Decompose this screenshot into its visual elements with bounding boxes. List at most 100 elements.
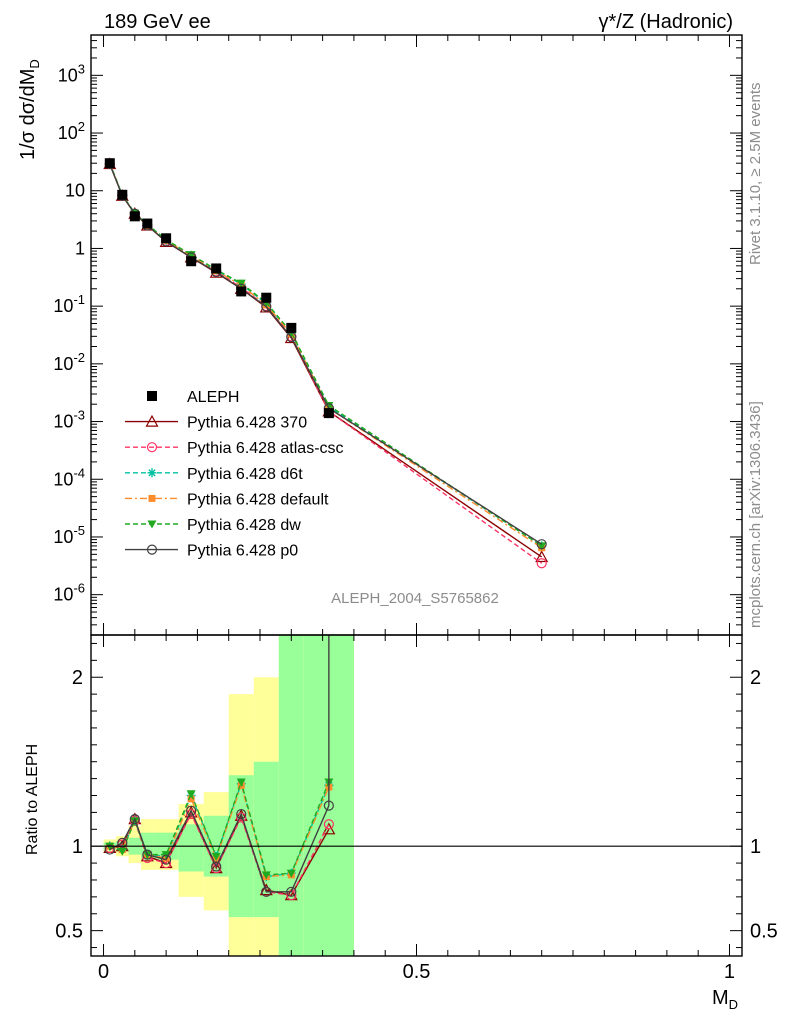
ratio-series-0-point-8 — [259, 883, 273, 896]
legend-entry-aleph: ALEPH — [147, 389, 239, 406]
main-series-line-5 — [109, 163, 543, 545]
legend-entry-1: Pythia 6.428 atlas-csc — [125, 440, 344, 457]
legend-marker-1 — [146, 442, 158, 453]
y-tick-label-main: 10-1 — [53, 292, 85, 316]
aleph-data-point-10 — [323, 408, 334, 419]
ratio-series-5-point-0 — [104, 844, 115, 855]
legend-entry-3: Pythia 6.428 default — [125, 491, 329, 508]
ratio-series-4-point-8 — [261, 871, 271, 880]
aleph-data-point-9 — [286, 322, 297, 333]
y-axis-label-main: 1/σ dσ/dMD — [17, 59, 42, 160]
aleph-data-point-2 — [129, 211, 140, 222]
ratio-series-4-point-2 — [130, 817, 140, 826]
y-tick-label-main: 10 — [65, 181, 85, 201]
ratio-series-4 — [105, 778, 334, 880]
legend-marker-4 — [147, 520, 157, 529]
ratio-series-5-point-8 — [261, 886, 272, 897]
ratio-panel-series — [91, 635, 742, 901]
legend-label-3: Pythia 6.428 default — [187, 491, 329, 508]
y-tick-label-main: 1 — [75, 238, 85, 258]
ratio-series-5-point-9 — [286, 886, 297, 897]
legend-entry-5: Pythia 6.428 p0 — [125, 543, 298, 560]
ratio-series-4-point-9 — [286, 869, 296, 878]
aleph-data — [104, 158, 334, 419]
ratio-series-5-point-5 — [186, 805, 197, 816]
legend-marker-0 — [145, 414, 159, 427]
legend-label-0: Pythia 6.428 370 — [187, 415, 307, 432]
main-series-1-point-11 — [536, 558, 547, 569]
aleph-data-point-3 — [142, 218, 153, 229]
aleph-data-point-7 — [236, 286, 247, 297]
uncertainty-band-inner-8 — [253, 761, 279, 918]
x-axis-label: MD — [712, 987, 738, 1012]
y-tick-label-ratio: 1 — [72, 836, 83, 858]
ratio-uncertainty-bands — [103, 635, 354, 956]
ratio-series-4-point-1 — [117, 847, 127, 856]
main-series-0-point-11 — [535, 550, 549, 563]
legend: ALEPH Pythia 6.428 370 Pythia 6.428 atlas-… — [125, 389, 344, 560]
ratio-series-5-point-7 — [236, 808, 247, 820]
legend-label-aleph: ALEPH — [187, 389, 239, 406]
legend-label-1: Pythia 6.428 atlas-csc — [187, 440, 344, 457]
process-label: γ*/Z (Hadronic) — [599, 11, 733, 33]
aleph-data-point-4 — [161, 233, 172, 244]
legend-entry-4: Pythia 6.428 dw — [125, 517, 301, 534]
aleph-data-point-1 — [117, 189, 128, 200]
legend-label-4: Pythia 6.428 dw — [187, 517, 301, 534]
y-tick-label-ratio: 2 — [72, 667, 83, 689]
y-tick-label-main: 10-3 — [53, 408, 85, 432]
y-tick-label-main: 10-2 — [53, 350, 85, 374]
y-axis-label-ratio: Ratio to ALEPH — [24, 744, 41, 855]
ratio-series-4-point-5 — [186, 790, 196, 799]
y-tick-label-ratio-right: 1 — [750, 836, 761, 858]
y-tick-label-main: 10-5 — [53, 523, 85, 547]
y-tick-label-ratio-right: 2 — [750, 667, 761, 689]
legend-label-5: Pythia 6.428 p0 — [187, 543, 298, 560]
ratio-series-line-1 — [109, 812, 330, 896]
main-series-5 — [104, 158, 547, 550]
y-tick-label-ratio-right: 0.5 — [750, 921, 778, 943]
main-series-4-point-11 — [537, 542, 547, 551]
legend-marker-2 — [147, 468, 157, 478]
legend-marker-3 — [148, 494, 156, 502]
ratio-series-line-5 — [109, 805, 330, 893]
legend-label-2: Pythia 6.428 d6t — [187, 466, 303, 483]
uncertainty-band-inner-9 — [278, 635, 304, 956]
ratio-series-5-point-4 — [161, 854, 172, 865]
y-tick-label-ratio: 0.5 — [55, 921, 83, 943]
main-series-line-3 — [109, 162, 543, 549]
y-tick-label-main: 103 — [58, 61, 85, 85]
ratio-series-5-point-1 — [117, 837, 128, 848]
x-tick-label: 1 — [724, 961, 735, 983]
ratio-series-5-point-3 — [142, 849, 153, 860]
ratio-series-5-point-6 — [211, 861, 222, 872]
ratio-series-3-point-5 — [187, 795, 195, 803]
legend-marker-5 — [146, 544, 158, 555]
main-series-line-4 — [109, 162, 543, 547]
main-series-line-2 — [109, 162, 543, 547]
aleph-data-point-0 — [104, 158, 115, 169]
main-series-5-point-11 — [536, 539, 547, 550]
legend-entry-2: Pythia 6.428 d6t — [125, 466, 303, 483]
analysis-label: ALEPH_2004_S5765862 — [331, 590, 499, 607]
ratio-series-line-4 — [109, 779, 330, 876]
ratio-series-0-point-7 — [234, 809, 248, 821]
y-tick-label-main: 10-4 — [53, 465, 85, 489]
ratio-series-5-point-2 — [129, 814, 140, 825]
legend-marker-aleph — [147, 391, 157, 401]
rivet-label: Rivet 3.1.10, ≥ 2.5M events — [747, 83, 764, 266]
legend-entry-0: Pythia 6.428 370 — [125, 415, 307, 432]
site-label: mcplots.cern.ch [arXiv:1306.3436] — [747, 401, 764, 628]
y-tick-label-main: 10-6 — [53, 581, 85, 605]
ratio-series-0-point-5 — [184, 805, 198, 818]
aleph-data-point-6 — [211, 263, 222, 274]
y-tick-label-main: 102 — [58, 119, 85, 143]
aleph-data-point-8 — [261, 292, 272, 303]
ratio-series-1-point-10 — [323, 819, 334, 830]
x-tick-label: 0.5 — [403, 961, 431, 983]
ratio-series-4-point-7 — [236, 778, 246, 787]
x-tick-label: 0 — [98, 961, 109, 983]
aleph-data-point-5 — [186, 256, 197, 267]
